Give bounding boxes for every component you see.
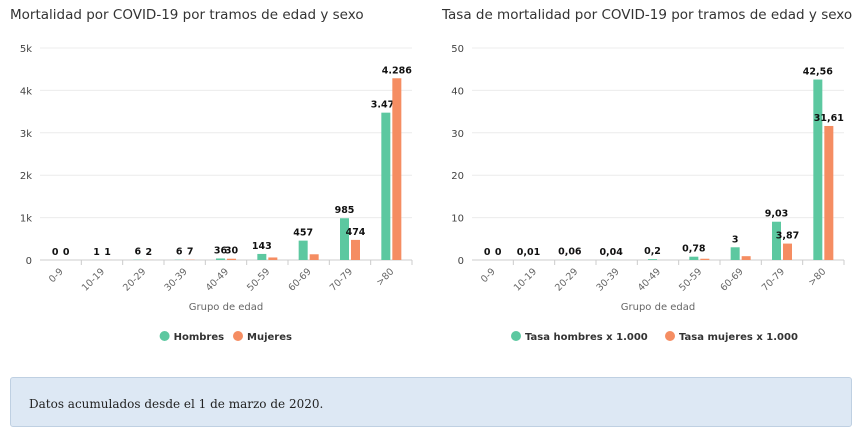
- legend-item-tasa-mujeres-x-1-000[interactable]: Tasa mujeres x 1.000: [665, 331, 798, 343]
- x-tick-label-30-39: 30-39: [162, 266, 189, 293]
- chart-title: Tasa de mortalidad por COVID-19 por tram…: [442, 7, 853, 23]
- y-tick-label: 10: [451, 214, 464, 225]
- data-label: 0: [495, 247, 502, 258]
- data-label: 0: [52, 247, 59, 258]
- x-tick-label-60-69: 60-69: [718, 266, 745, 293]
- data-label: 457: [293, 228, 313, 239]
- data-label: 7: [187, 247, 194, 258]
- info-note: Datos acumulados desde el 1 de marzo de …: [10, 377, 852, 427]
- data-label: 0,04: [599, 247, 623, 258]
- bar-tasa-hombres-x-1-000-80: [813, 79, 823, 261]
- x-tick-label-0-9: 0-9: [47, 266, 66, 285]
- bar-mujeres-70-79: [351, 239, 360, 260]
- data-label: 3,87: [776, 231, 799, 242]
- x-tick-label-40-49: 40-49: [636, 266, 663, 293]
- legend-item-hombres[interactable]: Hombres: [159, 331, 225, 343]
- data-label: 42,56: [803, 67, 833, 78]
- x-tick-label-50-59: 50-59: [245, 266, 272, 293]
- data-label: 1: [104, 247, 111, 258]
- data-label: 0: [63, 247, 70, 258]
- bar-hombres-50-59: [257, 253, 267, 260]
- bar-tasa-hombres-x-1-000-40-49: [648, 259, 657, 260]
- x-tick-label-10-19: 10-19: [512, 266, 539, 293]
- x-tick-label-30-39: 30-39: [594, 266, 621, 293]
- data-label: 30: [225, 246, 239, 257]
- legend-label: Tasa hombres x 1.000: [525, 332, 648, 343]
- y-tick-label: 40: [451, 86, 464, 97]
- data-label: 474: [346, 227, 366, 238]
- y-tick-label: 50: [451, 44, 464, 55]
- y-tick-label: 2k: [20, 171, 32, 182]
- bar-hombres-40-49: [216, 258, 225, 260]
- bar-tasa-hombres-x-1-000-70-79: [772, 221, 781, 260]
- legend-swatch: [665, 331, 675, 341]
- bar-mujeres-50-59: [268, 257, 278, 260]
- data-label: 0: [484, 247, 491, 258]
- x-tick-label-50-59: 50-59: [677, 266, 704, 293]
- data-label: 3.475: [371, 100, 401, 111]
- y-tick-label: 4k: [20, 86, 32, 97]
- data-label: 2: [146, 247, 153, 258]
- legend-swatch: [233, 331, 243, 341]
- data-label: 0,78: [682, 244, 706, 255]
- bar-tasa-hombres-x-1-000-50-59: [689, 256, 699, 260]
- x-tick-label-70-79: 70-79: [328, 266, 355, 293]
- bar-tasa-hombres-x-1-000-60-69: [730, 247, 740, 260]
- y-tick-label: 0: [26, 256, 32, 267]
- y-tick-label: 1k: [20, 214, 32, 225]
- x-axis-title: Grupo de edad: [189, 302, 264, 313]
- x-tick-label-40-49: 40-49: [204, 266, 231, 293]
- legend-label: Hombres: [174, 332, 225, 343]
- y-tick-label: 0: [458, 256, 464, 267]
- data-label: 0,01: [517, 247, 540, 258]
- data-label: 3: [732, 234, 739, 245]
- data-label: 4.286: [382, 65, 412, 76]
- bar-mujeres-40-49: [227, 258, 236, 260]
- x-tick-label-80: >80: [374, 266, 396, 288]
- x-tick-label-20-29: 20-29: [121, 266, 148, 293]
- data-label: 31,61: [814, 113, 844, 124]
- y-tick-label: 5k: [20, 44, 32, 55]
- legend-label: Mujeres: [247, 332, 292, 343]
- bar-tasa-mujeres-x-1-000-80: [824, 125, 834, 260]
- legend-swatch: [159, 331, 170, 341]
- x-tick-label-20-29: 20-29: [553, 266, 580, 293]
- mortality-chart-panel: Mortalidad por COVID-19 por tramos de ed…: [0, 0, 420, 360]
- data-label: 6: [135, 247, 142, 258]
- bar-mujeres-80: [392, 78, 402, 261]
- bar-hombres-70-79: [340, 218, 349, 260]
- bar-hombres-60-69: [298, 240, 308, 260]
- x-axis-title: Grupo de edad: [621, 302, 696, 313]
- data-label: 36: [214, 245, 228, 256]
- legend-item-mujeres[interactable]: Mujeres: [233, 331, 292, 343]
- bar-mujeres-60-69: [309, 254, 319, 260]
- bar-tasa-mujeres-x-1-000-50-59: [700, 258, 710, 260]
- x-tick-label-10-19: 10-19: [80, 266, 107, 293]
- x-tick-label-70-79: 70-79: [760, 266, 787, 293]
- mortality-rate-chart-panel: Tasa de mortalidad por COVID-19 por tram…: [432, 0, 852, 360]
- bar-hombres-80: [381, 112, 391, 260]
- data-label: 6: [176, 247, 183, 258]
- bar-tasa-mujeres-x-1-000-60-69: [741, 256, 751, 260]
- data-label: 0,2: [644, 246, 661, 257]
- data-label: 9,03: [765, 209, 788, 220]
- y-tick-label: 20: [451, 171, 464, 182]
- legend-swatch: [511, 331, 521, 341]
- y-tick-label: 30: [451, 129, 464, 140]
- data-label: 143: [252, 241, 272, 252]
- info-note-text: Datos acumulados desde el 1 de marzo de …: [29, 397, 324, 411]
- chart-title: Mortalidad por COVID-19 por tramos de ed…: [10, 7, 364, 23]
- legend-label: Tasa mujeres x 1.000: [679, 332, 798, 343]
- data-label: 1: [93, 247, 100, 258]
- y-tick-label: 3k: [20, 129, 32, 140]
- x-tick-label-80: >80: [806, 266, 828, 288]
- data-label: 0,06: [558, 247, 582, 258]
- data-label: 985: [335, 205, 355, 216]
- x-tick-label-60-69: 60-69: [286, 266, 313, 293]
- legend-item-tasa-hombres-x-1-000[interactable]: Tasa hombres x 1.000: [511, 331, 648, 343]
- x-tick-label-0-9: 0-9: [479, 266, 498, 285]
- bar-tasa-mujeres-x-1-000-70-79: [783, 243, 792, 260]
